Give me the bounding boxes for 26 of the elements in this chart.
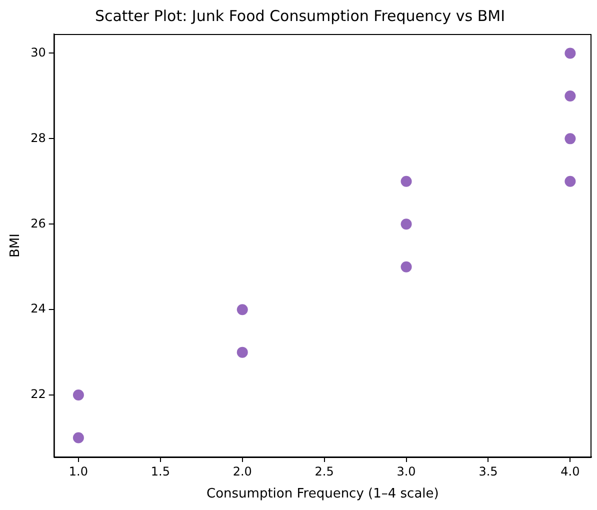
point [564,133,576,144]
point [72,432,84,444]
y-axis-title: BMI [8,234,24,258]
point [236,346,248,358]
y-tick-label: 30 [30,45,46,60]
point [236,304,248,316]
x-tick-label: 1.0 [68,464,88,478]
point [400,176,412,187]
x-tick-label: 2.5 [314,464,334,478]
point [564,90,576,102]
point [564,48,576,59]
point [564,176,576,187]
x-tick-label: 3.5 [478,464,498,478]
x-tick-label: 2.0 [232,464,252,478]
y-tick-label: 26 [30,216,46,230]
point [400,261,412,272]
y-tick-label: 22 [30,387,46,402]
chart-title: Scatter Plot: Junk Food Consumption Frequency vs BMI [94,6,506,25]
y-tick-label: 28 [30,130,46,145]
x-axis-title: Consumption Frequency (1–4 scale) [206,486,439,502]
x-tick-label: 4.0 [560,464,580,478]
x-tick-label: 1.5 [150,464,170,478]
y-tick-label: 24 [30,302,46,316]
point [72,390,84,401]
x-tick-label: 3.0 [396,464,416,478]
point [400,218,412,230]
